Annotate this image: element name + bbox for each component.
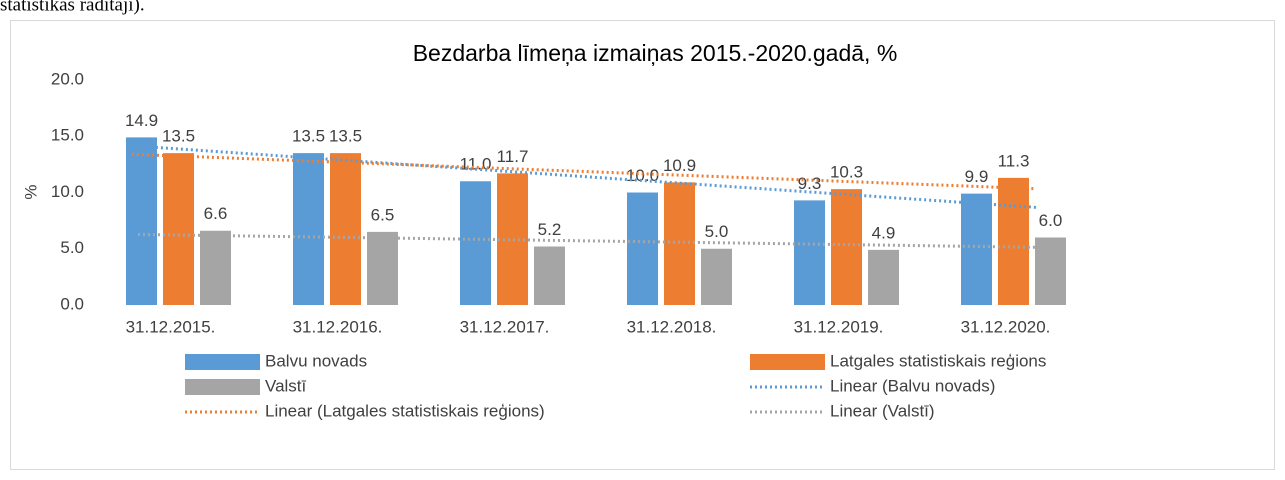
bar <box>998 177 1029 305</box>
value-label: 6.5 <box>371 205 395 224</box>
legend-label: Valstī <box>265 376 307 395</box>
legend-label: Linear (Balvu novads) <box>830 376 995 395</box>
value-label: 14.9 <box>125 111 158 130</box>
value-label: 5.0 <box>705 222 729 241</box>
y-axis-label: % <box>21 184 40 199</box>
legend-swatch <box>185 354 260 370</box>
bar <box>163 153 194 305</box>
y-tick-label: 5.0 <box>60 238 84 257</box>
bar <box>293 153 324 305</box>
bar <box>831 189 862 305</box>
value-label: 6.6 <box>204 204 228 223</box>
bar <box>794 200 825 305</box>
y-tick-label: 20.0 <box>51 69 84 88</box>
value-label: 11.7 <box>497 147 529 166</box>
value-label: 13.5 <box>329 127 362 146</box>
bar <box>627 192 658 305</box>
bar <box>126 137 157 305</box>
y-tick-label: 10.0 <box>51 182 84 201</box>
x-tick-label: 31.12.2018. <box>627 317 717 336</box>
bar <box>961 193 992 305</box>
chart-frame <box>10 20 1275 470</box>
legend-swatch <box>185 379 260 395</box>
value-label: 9.9 <box>965 167 989 186</box>
value-label: 9.3 <box>798 174 822 193</box>
trendline <box>125 143 1037 209</box>
y-tick-label: 15.0 <box>51 126 84 145</box>
value-label: 10.3 <box>830 163 863 182</box>
legend-label: Latgales statistiskais reģions <box>830 351 1046 370</box>
x-tick-label: 31.12.2016. <box>293 317 383 336</box>
legend-label: Balvu novads <box>265 351 367 370</box>
bar <box>367 231 398 305</box>
value-label: 6.0 <box>1039 211 1063 230</box>
x-tick-label: 31.12.2019. <box>794 317 884 336</box>
value-label: 4.9 <box>872 223 896 242</box>
value-label: 10.0 <box>626 166 659 185</box>
legend-label: Linear (Valstī) <box>830 401 935 420</box>
legend-swatch <box>750 354 825 370</box>
bar <box>534 246 565 305</box>
value-label: 13.5 <box>292 127 325 146</box>
value-label: 11.3 <box>998 151 1030 170</box>
trendline <box>137 232 1037 249</box>
legend-label: Linear (Latgales statistiskais reģions) <box>265 401 545 420</box>
text-above: statistikas rādītāji). <box>0 0 145 15</box>
chart-title: Bezdarba līmeņa izmaiņas 2015.-2020.gadā… <box>413 40 898 66</box>
trendline <box>131 152 1037 191</box>
x-tick-label: 31.12.2020. <box>961 317 1051 336</box>
bar <box>701 248 732 305</box>
value-label: 13.5 <box>162 127 195 146</box>
bar <box>1035 237 1066 305</box>
value-label: 10.9 <box>663 156 696 175</box>
bar <box>497 173 528 305</box>
bar <box>460 181 491 305</box>
x-tick-label: 31.12.2017. <box>460 317 550 336</box>
y-tick-label: 0.0 <box>60 294 84 313</box>
x-tick-label: 31.12.2015. <box>126 317 216 336</box>
bar <box>868 249 899 305</box>
bar <box>330 153 361 305</box>
bar <box>200 230 231 305</box>
value-label: 5.2 <box>538 220 562 239</box>
